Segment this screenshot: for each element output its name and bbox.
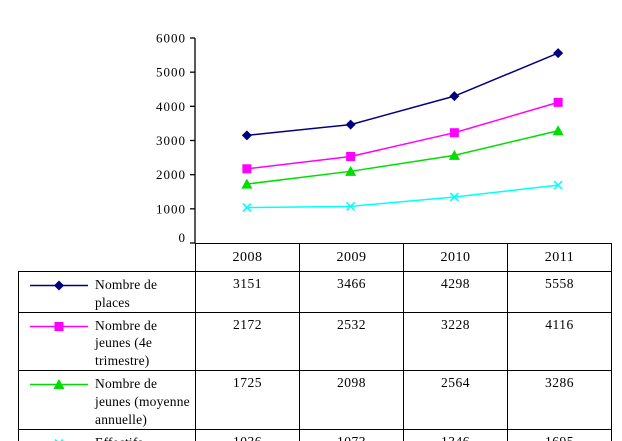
- table-header-row: 2008 2009 2010 2011: [19, 243, 612, 272]
- value-cell: 2532: [299, 311, 404, 372]
- year-header-cell: 2008: [195, 243, 300, 272]
- table-row: Nombre de jeunes (moyenne annuelle) 1725 2…: [18, 370, 612, 430]
- legend-cell: Nombre de places: [18, 271, 196, 313]
- data-point-marker: [346, 151, 356, 161]
- y-tick-label: 1000: [156, 201, 186, 216]
- legend-key-icon: [30, 379, 88, 390]
- y-tick-label: 4000: [156, 99, 186, 114]
- value-cell: 4116: [507, 311, 612, 372]
- data-point-marker: [54, 280, 64, 291]
- value-cell: 1725: [195, 370, 300, 430]
- series-label: Nombre de places: [95, 277, 158, 310]
- data-point-marker: [242, 164, 252, 174]
- value-cell: 2564: [403, 370, 508, 430]
- value-cell: 1073: [299, 428, 404, 441]
- legend-key-icon: [54, 438, 64, 441]
- data-point-marker: [553, 180, 563, 190]
- data-point-marker: [345, 165, 357, 176]
- legend-key-icon: [30, 280, 88, 291]
- series-line-1: [246, 101, 559, 170]
- series-label: Nombre de jeunes (4e trimestre): [95, 317, 158, 369]
- series-line-0: [246, 52, 559, 137]
- data-point-marker: [449, 192, 459, 202]
- data-point-marker: [553, 48, 564, 59]
- data-point-marker: [553, 97, 563, 107]
- y-tick-label: 6000: [156, 31, 186, 46]
- data-point-marker: [54, 321, 64, 331]
- data-table: 2008 2009 2010 2011 Nombre de places 3151 3466…: [18, 243, 612, 441]
- data-point-marker: [241, 178, 253, 189]
- value-cell: 3286: [507, 370, 612, 430]
- value-cell: 2098: [299, 370, 404, 430]
- year-header-cell: 2010: [403, 243, 508, 272]
- value-cell: 4298: [403, 271, 508, 313]
- data-point-marker: [345, 119, 356, 130]
- line-chart: 0 1000 2000 3000 4000 5000 6000: [156, 31, 564, 245]
- value-cell: 1695: [507, 428, 612, 441]
- y-tick-label: 0: [179, 230, 187, 245]
- data-point-marker: [242, 203, 252, 213]
- value-cell: 1346: [403, 428, 508, 441]
- table-row: Nombre de places 3151 3466 4298 5558: [18, 271, 612, 313]
- data-point-marker: [53, 379, 65, 390]
- value-cell: 3151: [195, 271, 300, 313]
- data-point-marker: [449, 91, 460, 102]
- legend-key-icon: [30, 321, 88, 331]
- data-point-marker: [449, 128, 459, 138]
- data-point-marker: [448, 149, 460, 160]
- legend-cell: Nombre de jeunes (4e trimestre): [18, 311, 196, 372]
- y-tick-label: 2000: [156, 167, 186, 182]
- value-cell: 5558: [507, 271, 612, 313]
- data-point-marker: [241, 130, 252, 141]
- data-point-marker: [552, 125, 564, 136]
- value-cell: 2172: [195, 311, 300, 372]
- series-label: Effectifs (personnel): [95, 434, 193, 441]
- series-line-3: [246, 184, 559, 209]
- y-tick-label: 3000: [156, 133, 186, 148]
- value-cell: 3228: [403, 311, 508, 372]
- data-point-marker: [54, 438, 64, 441]
- value-cell: 1036: [195, 428, 300, 441]
- data-point-marker: [346, 201, 356, 211]
- year-header-cell: 2009: [299, 243, 404, 272]
- y-tick-label: 5000: [156, 65, 186, 80]
- series-label: Nombre de jeunes (moyenne annuelle): [95, 376, 190, 427]
- table-row: Nombre de jeunes (4e trimestre) 2172 2532 3…: [18, 311, 612, 372]
- table-corner-blank: [19, 244, 196, 272]
- legend-cell: Nombre de jeunes (moyenne annuelle): [18, 370, 196, 430]
- year-header-cell: 2011: [507, 243, 612, 272]
- value-cell: 3466: [299, 271, 404, 313]
- series-line-2: [246, 129, 559, 185]
- legend-cell: Effectifs (personnel): [18, 428, 196, 441]
- data-table-body: 2008 2009 2010 2011 Nombre de places 3151 3466…: [18, 243, 612, 441]
